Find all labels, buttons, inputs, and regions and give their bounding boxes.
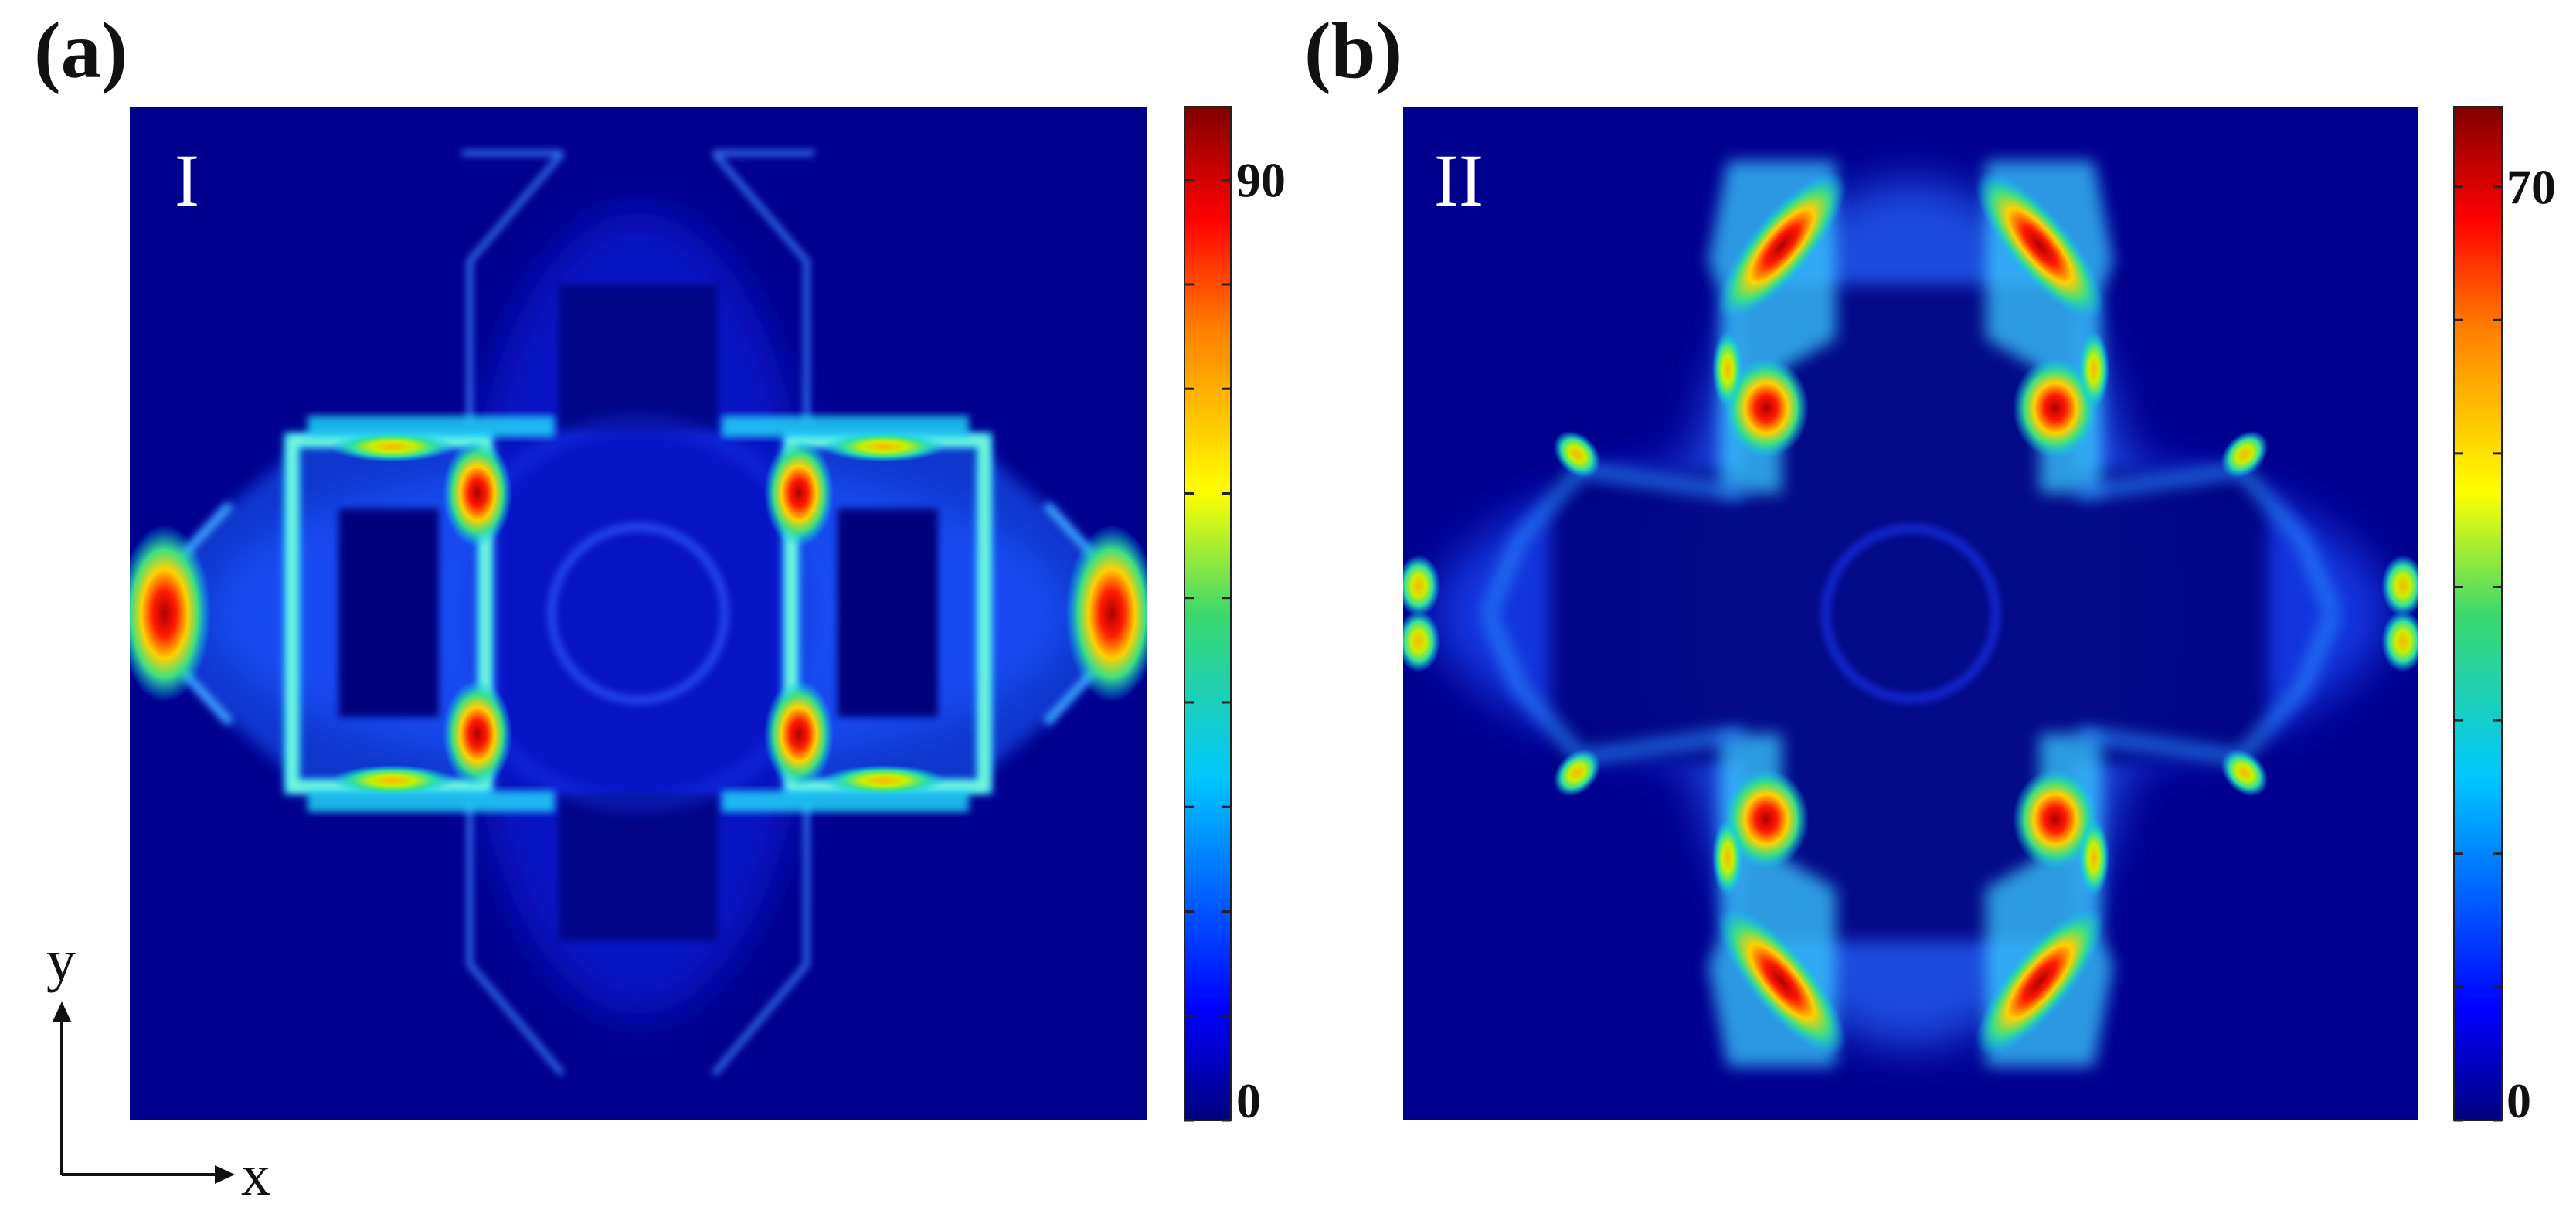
colorbar-a: 90 0 xyxy=(1184,106,1286,1128)
panel-a-label: (a) xyxy=(34,6,127,95)
x-arrowhead xyxy=(215,1165,235,1184)
y-axis-label: y xyxy=(46,928,76,993)
panel-b-label: (b) xyxy=(1304,6,1402,95)
colorbar-b-min-label: 0 xyxy=(2506,1073,2531,1128)
colorbar-a-min-label: 0 xyxy=(1236,1073,1261,1128)
arm-top-left-b xyxy=(1403,161,1846,617)
axes-indicator xyxy=(53,1001,235,1184)
arm-bottom-right-b xyxy=(1976,610,2418,1066)
heatmap-b: II xyxy=(1403,107,2418,1120)
colorbar-b: 70 0 xyxy=(2453,106,2556,1128)
x-axis-label: x xyxy=(241,1143,270,1208)
colorbar-a-max-label: 90 xyxy=(1236,153,1286,208)
colorbar-b-max-label: 70 xyxy=(2506,160,2556,215)
arm-bottom-left-b xyxy=(1403,610,1846,1066)
mode-label-b: II xyxy=(1434,139,1483,222)
arm-top-right-b xyxy=(1976,161,2418,617)
y-arrowhead xyxy=(53,1001,71,1022)
left-structure-a xyxy=(130,416,555,812)
mode-label-a: I xyxy=(175,139,199,222)
right-structure-a xyxy=(722,416,1147,812)
heatmap-a: I xyxy=(130,107,1147,1120)
